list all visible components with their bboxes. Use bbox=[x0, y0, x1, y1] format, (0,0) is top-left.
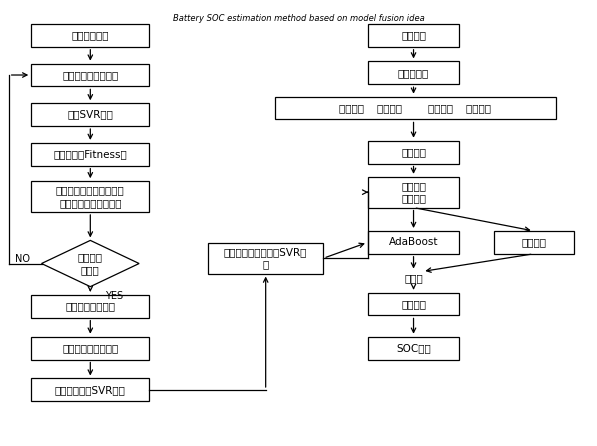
Text: 随机森林: 随机森林 bbox=[521, 237, 546, 248]
FancyBboxPatch shape bbox=[275, 97, 556, 120]
FancyBboxPatch shape bbox=[31, 103, 149, 126]
Text: 比较并记录最优参数: 比较并记录最优参数 bbox=[62, 343, 118, 353]
Text: YES: YES bbox=[105, 291, 123, 301]
Text: 错误数据    缺失数据        特征扩展    特征选择: 错误数据 缺失数据 特征扩展 特征选择 bbox=[339, 103, 491, 113]
Text: 训练SVR模型: 训练SVR模型 bbox=[67, 110, 113, 120]
FancyBboxPatch shape bbox=[368, 177, 459, 207]
Text: 计算粒子的Fitness值: 计算粒子的Fitness值 bbox=[54, 149, 127, 159]
FancyBboxPatch shape bbox=[368, 24, 459, 47]
Text: 干净数据: 干净数据 bbox=[401, 147, 426, 157]
Text: 获得全局最优SVR参数: 获得全局最优SVR参数 bbox=[55, 385, 126, 395]
Text: 线性回归: 线性回归 bbox=[401, 299, 426, 309]
Text: AdaBoost: AdaBoost bbox=[389, 237, 438, 248]
Text: 训练数据
测试数据: 训练数据 测试数据 bbox=[401, 181, 426, 203]
Polygon shape bbox=[42, 240, 139, 287]
FancyBboxPatch shape bbox=[368, 293, 459, 315]
Text: 数据预处理: 数据预处理 bbox=[398, 68, 429, 78]
FancyBboxPatch shape bbox=[31, 295, 149, 318]
FancyBboxPatch shape bbox=[494, 231, 574, 254]
Text: 计算个体极值和全局极值
更新粒子的速度和位置: 计算个体极值和全局极值 更新粒子的速度和位置 bbox=[56, 186, 125, 208]
Text: NO: NO bbox=[15, 254, 30, 264]
Text: 初始数据: 初始数据 bbox=[401, 30, 426, 41]
FancyBboxPatch shape bbox=[208, 243, 324, 274]
FancyBboxPatch shape bbox=[368, 62, 459, 84]
Text: SOC估计: SOC估计 bbox=[396, 343, 431, 353]
FancyBboxPatch shape bbox=[368, 337, 459, 359]
Text: 随机产生粒子群参数: 随机产生粒子群参数 bbox=[62, 70, 118, 80]
FancyBboxPatch shape bbox=[368, 231, 459, 254]
FancyBboxPatch shape bbox=[31, 379, 149, 401]
FancyBboxPatch shape bbox=[31, 24, 149, 47]
FancyBboxPatch shape bbox=[31, 337, 149, 359]
FancyBboxPatch shape bbox=[31, 181, 149, 212]
Text: 用最优参数重新训练SVR模
型: 用最优参数重新训练SVR模 型 bbox=[224, 247, 307, 269]
FancyBboxPatch shape bbox=[31, 64, 149, 87]
FancyBboxPatch shape bbox=[31, 143, 149, 166]
FancyBboxPatch shape bbox=[368, 140, 459, 164]
Text: 新数据: 新数据 bbox=[404, 273, 423, 283]
Text: 是否满足
条件？: 是否满足 条件？ bbox=[78, 252, 103, 275]
Text: Battery SOC estimation method based on model fusion idea: Battery SOC estimation method based on m… bbox=[173, 14, 424, 23]
Text: 得到局部最优参数: 得到局部最优参数 bbox=[65, 301, 115, 311]
Text: 初始化粒子群: 初始化粒子群 bbox=[72, 30, 109, 41]
